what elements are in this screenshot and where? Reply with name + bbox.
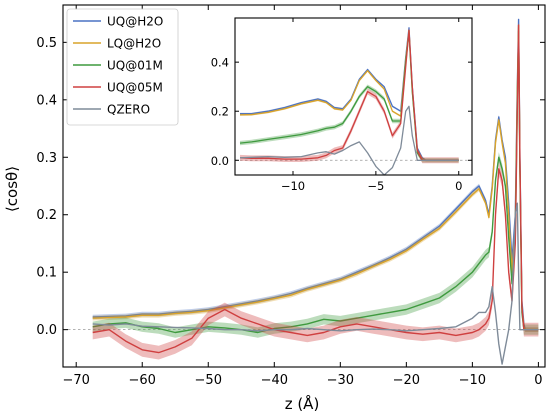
legend-box <box>66 8 179 126</box>
main-y-tick-label: 0.5 <box>36 36 57 51</box>
legend-label-uq-h2o: UQ@H2O <box>107 15 163 29</box>
main-y-tick-label: 0.0 <box>36 323 57 338</box>
main-y-tick-label: 0.1 <box>36 266 57 281</box>
main-plot-series <box>92 17 539 365</box>
legend-label-uq-01m: UQ@01M <box>107 59 163 73</box>
main-x-tick-label: −10 <box>459 373 486 388</box>
inset-x-tick-label: −10 <box>281 179 305 193</box>
inset-x-tick-label: −5 <box>367 179 384 193</box>
main-series-uq-05m <box>92 24 539 354</box>
inset-series-uq-h2o <box>240 27 459 161</box>
legend-label-uq-05m: UQ@05M <box>107 81 163 95</box>
legend-label-lq-h2o: LQ@H2O <box>107 37 161 51</box>
inset-y-tick-label: 0.2 <box>211 105 229 119</box>
main-x-tick-label: −50 <box>195 373 222 388</box>
legend: UQ@H2O LQ@H2O UQ@01M UQ@05M QZERO <box>66 8 179 126</box>
y-axis-label: ⟨cosθ⟩ <box>3 166 21 212</box>
inset-series-uq-05m <box>239 29 459 161</box>
x-axis-label: z (Å) <box>285 394 320 413</box>
main-plot-frame <box>62 4 546 368</box>
main-x-tick-label: 0 <box>534 373 542 388</box>
inset-y-tick-label: 0.4 <box>211 56 229 70</box>
inset-series-qzero <box>239 105 459 176</box>
main-y-tick-label: 0.3 <box>36 151 57 166</box>
main-x-tick-label: −30 <box>327 373 354 388</box>
main-axis-ticks: −70 −60 −50 −40 −30 −20 −10 00.00.10.20.30.40.5 <box>36 5 545 388</box>
inset-series-uq-01m <box>239 32 459 161</box>
main-x-tick-label: −40 <box>261 373 288 388</box>
inset-x-tick-label: 0 <box>455 179 462 193</box>
inset-plot-frame <box>234 17 473 176</box>
inset-chart: −10 −5 0 0.0 0.2 0.4 <box>211 17 473 193</box>
inset-y-tick-label: 0.0 <box>211 154 229 168</box>
main-x-tick-label: −70 <box>62 373 89 388</box>
inset-band-uq-05m <box>240 27 459 164</box>
inset-axis-ticks: −10 −5 0 0.0 0.2 0.4 <box>211 18 472 193</box>
main-x-tick-label: −60 <box>129 373 156 388</box>
legend-label-qzero: QZERO <box>107 103 150 117</box>
inset-plot-series <box>239 26 459 176</box>
main-series-qzero <box>92 202 539 365</box>
main-y-tick-label: 0.4 <box>36 93 57 108</box>
inset-background <box>235 18 472 175</box>
main-x-tick-label: −20 <box>393 373 420 388</box>
main-y-tick-label: 0.2 <box>36 208 57 223</box>
